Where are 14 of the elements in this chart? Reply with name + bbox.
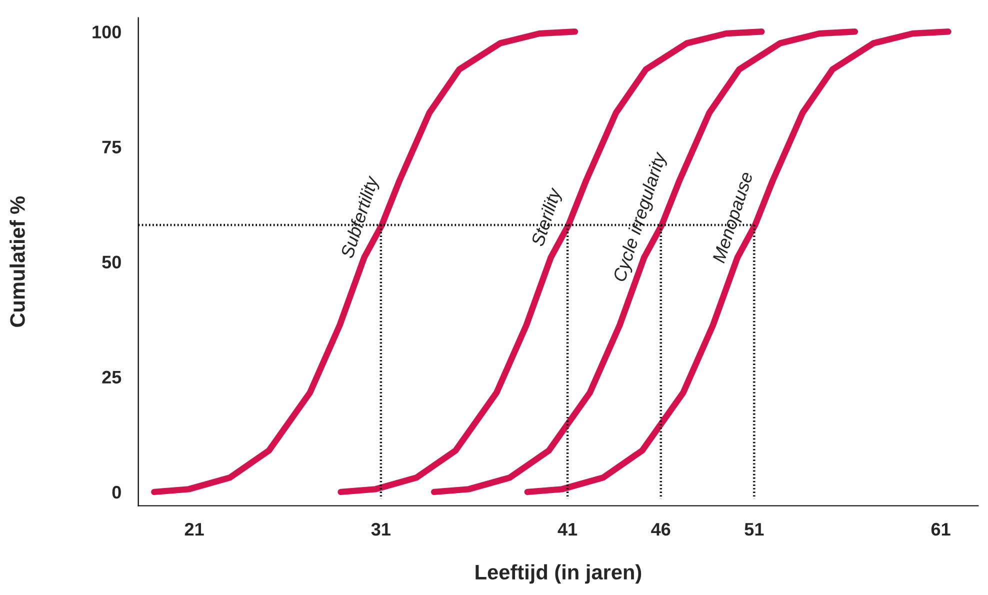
y-tick-label: 50	[102, 256, 121, 269]
y-axis-title: Cumulatief %	[10, 196, 25, 327]
x-tick-label: 21	[184, 522, 204, 536]
y-tick-label: 100	[92, 26, 121, 38]
x-tick-label: 46	[651, 522, 670, 536]
x-tick-label: 31	[371, 522, 390, 536]
x-tick-label: 61	[931, 522, 950, 536]
x-tick-label: 51	[744, 523, 764, 536]
y-tick-label: 25	[102, 370, 122, 384]
text: Sterility	[530, 186, 565, 248]
x-axis-title: Leeftijd (in jaren)	[476, 564, 642, 584]
y-tick-label: 75	[102, 140, 122, 154]
y-tick-label: 0	[112, 486, 121, 499]
x-tick-label: 41	[558, 523, 578, 536]
